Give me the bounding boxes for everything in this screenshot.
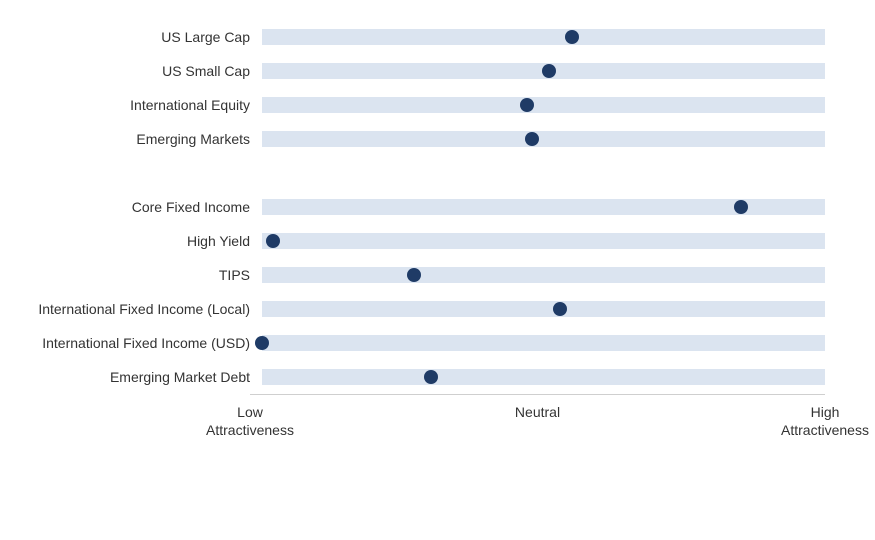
track-bar	[262, 267, 825, 283]
row-track	[262, 326, 825, 360]
group-spacer	[20, 156, 825, 190]
chart-row: Emerging Market Debt	[20, 360, 825, 394]
row-label: Emerging Markets	[20, 131, 262, 147]
value-dot	[565, 30, 579, 44]
x-axis: Low Attractiveness Neutral High Attracti…	[250, 394, 825, 464]
track-bar	[262, 233, 825, 249]
axis-line	[250, 394, 825, 395]
chart-row: International Fixed Income (Local)	[20, 292, 825, 326]
value-dot	[520, 98, 534, 112]
row-track	[262, 224, 825, 258]
row-label: US Small Cap	[20, 63, 262, 79]
row-label: TIPS	[20, 267, 262, 283]
track-bar	[262, 97, 825, 113]
chart-row: US Small Cap	[20, 54, 825, 88]
row-label: Core Fixed Income	[20, 199, 262, 215]
track-bar	[262, 29, 825, 45]
chart-row: Core Fixed Income	[20, 190, 825, 224]
attractiveness-chart: US Large Cap US Small Cap International Eq…	[0, 0, 875, 540]
value-dot	[734, 200, 748, 214]
axis-area: Low Attractiveness Neutral High Attracti…	[20, 394, 825, 464]
row-label: International Equity	[20, 97, 262, 113]
value-dot	[407, 268, 421, 282]
axis-label-high: High Attractiveness	[781, 404, 869, 439]
chart-row: TIPS	[20, 258, 825, 292]
row-label: International Fixed Income (USD)	[20, 335, 262, 351]
row-track	[262, 88, 825, 122]
row-label: US Large Cap	[20, 29, 262, 45]
axis-label-low: Low Attractiveness	[206, 404, 294, 439]
value-dot	[255, 336, 269, 350]
row-track	[262, 20, 825, 54]
value-dot	[525, 132, 539, 146]
value-dot	[424, 370, 438, 384]
chart-rows: US Large Cap US Small Cap International Eq…	[20, 20, 825, 394]
chart-row: High Yield	[20, 224, 825, 258]
row-track	[262, 122, 825, 156]
chart-row: Emerging Markets	[20, 122, 825, 156]
row-track	[262, 190, 825, 224]
value-dot	[542, 64, 556, 78]
row-label: High Yield	[20, 233, 262, 249]
row-label: International Fixed Income (Local)	[20, 301, 262, 317]
value-dot	[266, 234, 280, 248]
chart-row: International Fixed Income (USD)	[20, 326, 825, 360]
row-track	[262, 360, 825, 394]
track-bar	[262, 301, 825, 317]
row-track	[262, 292, 825, 326]
chart-row: US Large Cap	[20, 20, 825, 54]
row-track	[262, 54, 825, 88]
row-label: Emerging Market Debt	[20, 369, 262, 385]
axis-label-mid: Neutral	[515, 404, 560, 422]
track-bar	[262, 131, 825, 147]
row-track	[262, 258, 825, 292]
track-bar	[262, 369, 825, 385]
track-bar	[262, 335, 825, 351]
chart-row: International Equity	[20, 88, 825, 122]
value-dot	[553, 302, 567, 316]
